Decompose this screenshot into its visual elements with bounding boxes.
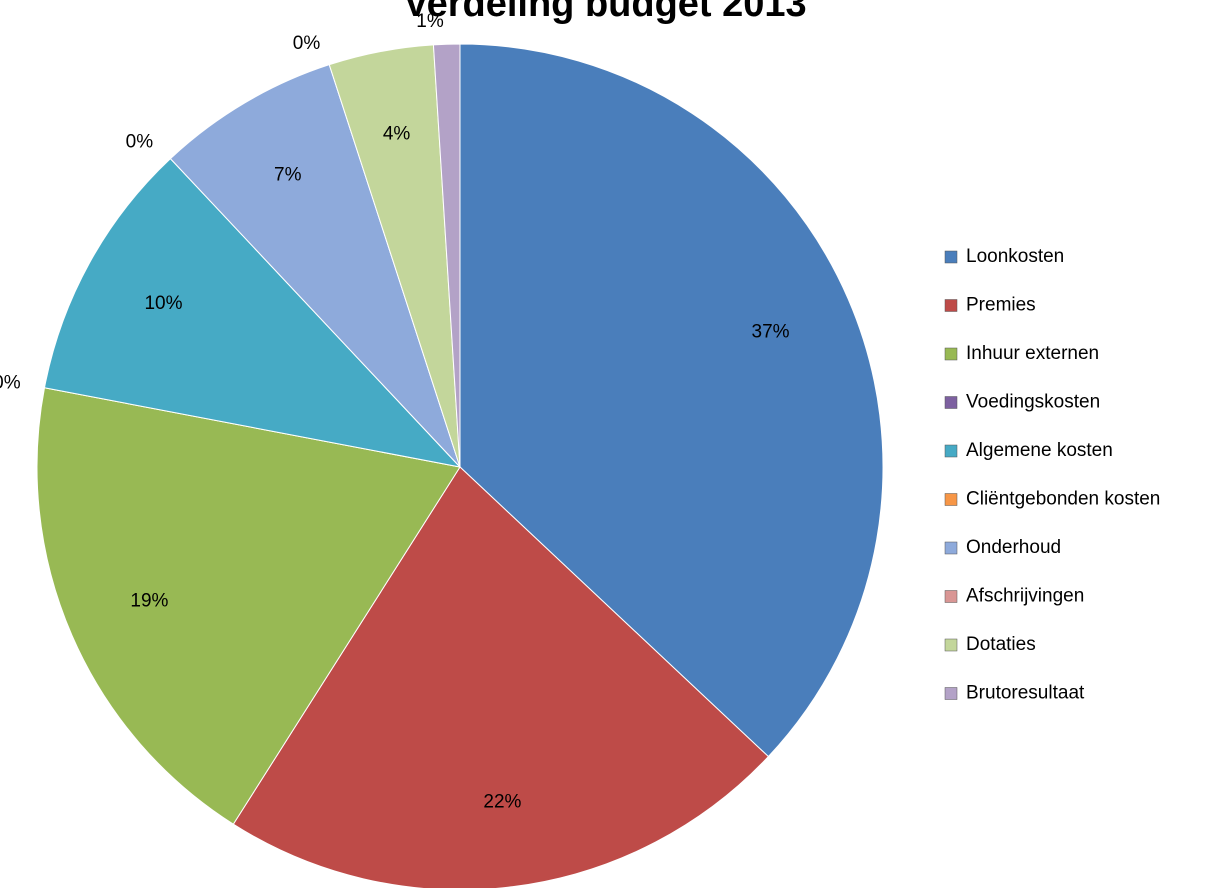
data-label: 10% bbox=[144, 293, 182, 314]
legend-swatch bbox=[944, 299, 958, 312]
data-label: 0% bbox=[0, 373, 21, 394]
legend-swatch bbox=[944, 250, 958, 264]
legend-label: Premies bbox=[966, 295, 1036, 316]
data-label: 0% bbox=[126, 132, 154, 153]
pie-slice bbox=[459, 43, 884, 758]
data-label: 0% bbox=[293, 33, 321, 54]
pie-slice bbox=[232, 466, 770, 888]
legend-label: Loonkosten bbox=[966, 246, 1064, 267]
legend-label: Algemene kosten bbox=[966, 440, 1113, 461]
legend-swatch bbox=[944, 541, 958, 555]
legend-swatch bbox=[944, 396, 958, 409]
legend-swatch bbox=[944, 687, 958, 700]
legend-label: Onderhoud bbox=[966, 537, 1061, 558]
data-label: 37% bbox=[752, 322, 790, 343]
legend-swatch bbox=[944, 493, 958, 506]
legend-swatch bbox=[944, 444, 958, 458]
legend-label: Cliëntgebonden kosten bbox=[966, 489, 1160, 510]
legend-label: Voedingskosten bbox=[966, 392, 1100, 413]
legend-label: Dotaties bbox=[966, 634, 1036, 655]
pie-slice bbox=[432, 43, 461, 468]
data-label: 7% bbox=[274, 165, 302, 186]
pie-slice bbox=[43, 157, 462, 468]
legend-swatch bbox=[944, 347, 958, 361]
pie-slice bbox=[169, 64, 461, 468]
pie-slice bbox=[36, 387, 461, 825]
chart-title: Verdeling budget 2013 bbox=[403, 0, 806, 25]
legend-swatch bbox=[944, 590, 958, 603]
legend-label: Brutoresultaat bbox=[966, 683, 1085, 704]
legend-label: Inhuur externen bbox=[966, 343, 1099, 364]
data-label: 1% bbox=[416, 11, 444, 32]
data-label: 22% bbox=[483, 792, 521, 813]
legend-swatch bbox=[944, 638, 958, 652]
legend-label: Afschrijvingen bbox=[966, 586, 1084, 607]
data-label: 19% bbox=[130, 590, 168, 611]
data-label: 4% bbox=[383, 124, 411, 145]
